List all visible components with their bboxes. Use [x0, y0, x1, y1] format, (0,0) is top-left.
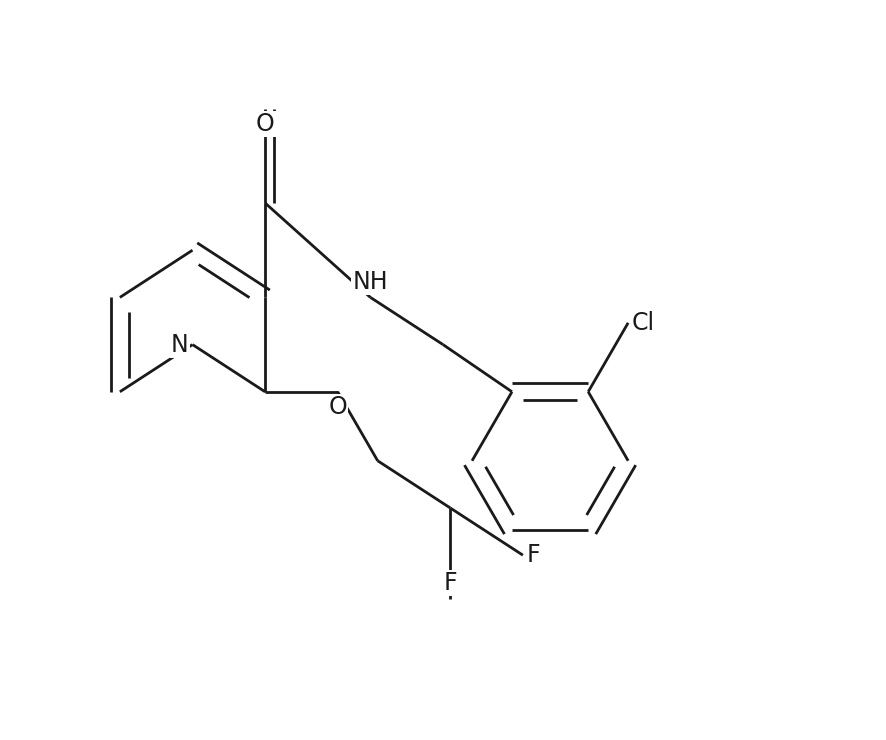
Text: O: O: [329, 395, 347, 420]
Text: F: F: [526, 543, 540, 567]
Text: N: N: [171, 332, 189, 357]
Text: F: F: [444, 571, 457, 595]
Text: O: O: [256, 112, 275, 136]
Text: Cl: Cl: [632, 311, 655, 334]
Text: NH: NH: [353, 270, 388, 294]
